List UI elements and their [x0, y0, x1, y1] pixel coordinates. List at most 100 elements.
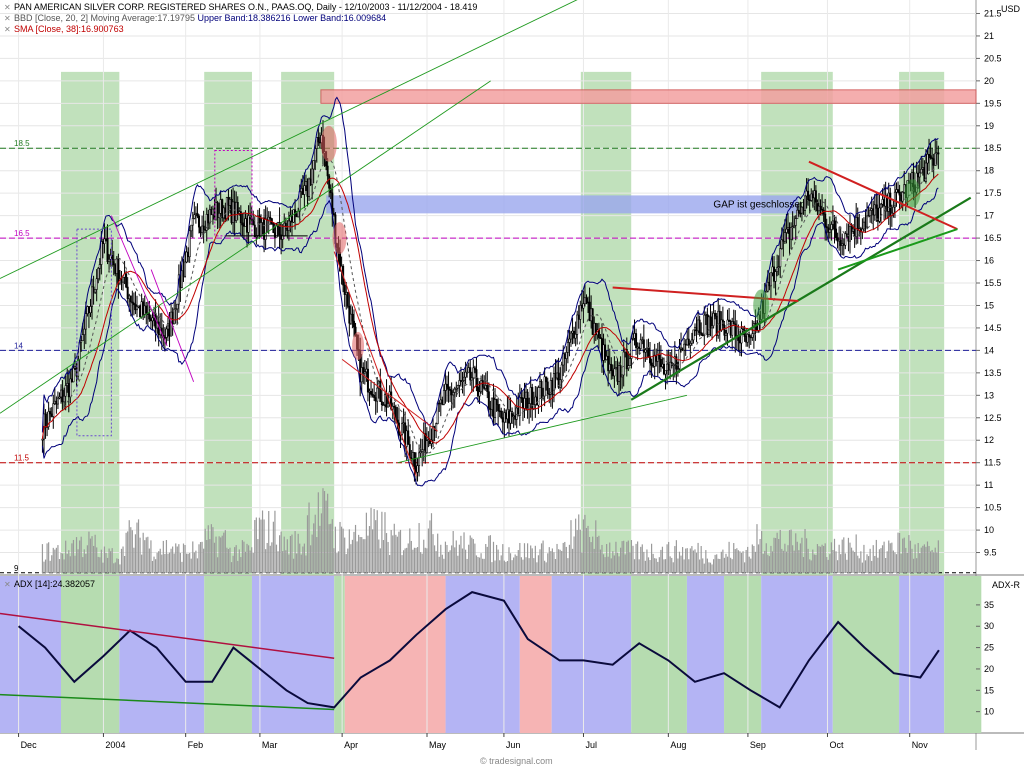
candle-body: [738, 340, 741, 344]
candle-body: [642, 339, 645, 353]
candle-body: [125, 273, 128, 288]
candle-body: [236, 202, 239, 214]
candle-body: [478, 391, 481, 397]
price-tick-label: 17.5: [984, 188, 1002, 198]
candle-body: [227, 197, 230, 206]
candle-body: [676, 368, 679, 370]
candle-body: [467, 367, 470, 373]
candle-body: [487, 391, 490, 409]
candle-body: [193, 214, 196, 219]
date-tick-label: Jun: [506, 740, 521, 750]
candle-body: [618, 365, 621, 382]
candle-body: [745, 336, 748, 343]
candle-body: [831, 220, 834, 225]
candle-body: [137, 305, 140, 308]
candle-body: [825, 226, 828, 229]
candle-body: [638, 346, 641, 349]
date-tick-label: Aug: [670, 740, 686, 750]
close-icon[interactable]: ✕: [4, 14, 11, 23]
candle-body: [168, 323, 171, 337]
candle-body: [776, 267, 779, 272]
candle-body: [246, 218, 249, 233]
close-icon[interactable]: ✕: [4, 25, 11, 34]
candle-body: [700, 332, 703, 335]
candle-body: [683, 343, 686, 351]
pattern-line-a: [110, 215, 168, 347]
resistance-zone: [320, 89, 977, 104]
candle-body: [723, 324, 726, 336]
candle-body: [889, 192, 892, 217]
wedge-upper-line: [808, 160, 958, 231]
candle-body: [777, 266, 780, 269]
candle-body: [129, 295, 132, 303]
candle-body: [921, 167, 924, 170]
close-icon[interactable]: ✕: [4, 3, 11, 12]
candle-body: [374, 397, 377, 402]
candle-body: [391, 406, 394, 410]
candle-body: [256, 215, 259, 236]
candle-body: [413, 452, 416, 467]
candle-body: [492, 397, 495, 418]
candle-body: [244, 218, 247, 227]
candle-body: [143, 305, 146, 315]
candle-body: [565, 352, 568, 359]
highlight-ellipse: [332, 222, 347, 255]
candle-body: [63, 395, 66, 403]
candle-body: [345, 292, 348, 295]
candle-body: [636, 346, 639, 349]
candle-body: [473, 367, 476, 370]
candle-body: [145, 305, 148, 314]
candle-body: [230, 198, 233, 223]
candle-body: [202, 225, 205, 230]
price-tick-label: 20: [984, 76, 994, 86]
candle-body: [445, 383, 448, 388]
candle-body: [800, 206, 803, 214]
candle-body: [452, 392, 455, 396]
candle-body: [383, 394, 386, 406]
adx-legend: ✕ ADX [14]:24.382057: [4, 579, 95, 590]
candle-body: [184, 261, 187, 277]
adx-tick-label: 35: [984, 600, 994, 610]
candle-body: [697, 319, 700, 332]
candle-body: [704, 314, 707, 316]
candle-body: [852, 228, 855, 232]
candle-body: [259, 222, 262, 237]
candle-body: [132, 302, 135, 305]
candle-body: [142, 301, 145, 315]
candle-body: [873, 204, 876, 216]
candle-body: [435, 423, 438, 432]
candle-body: [185, 251, 188, 263]
candle-body: [579, 304, 582, 320]
trend-zone-green: [580, 71, 632, 575]
candle-body: [97, 268, 100, 280]
candle-body: [151, 317, 154, 322]
candle-body: [373, 395, 376, 398]
candle-body: [86, 306, 89, 315]
candle-body: [766, 281, 769, 292]
candle-body: [180, 270, 183, 288]
close-icon[interactable]: ✕: [4, 580, 11, 589]
candle-body: [591, 308, 594, 335]
candle-body: [486, 385, 489, 393]
candle-body: [208, 209, 211, 224]
candle-body: [604, 344, 607, 360]
candle-body: [463, 376, 466, 381]
date-tick-label: Nov: [912, 740, 929, 750]
channel-upper-line: [0, 0, 578, 279]
candle-body: [115, 258, 118, 274]
candle-body: [284, 222, 287, 229]
adx-tick-label: 20: [984, 664, 994, 674]
candle-body: [201, 225, 204, 234]
candle-body: [306, 181, 309, 197]
adx-line: [17, 591, 940, 709]
candle-body: [593, 322, 596, 335]
sma-text: SMA [Close, 38]:16.900763: [14, 24, 124, 34]
candle-body: [475, 369, 478, 388]
candle-body: [171, 311, 174, 325]
candle-body: [49, 411, 52, 415]
candle-body: [680, 347, 683, 350]
candle-body: [600, 338, 603, 361]
level-label: 18.5: [14, 139, 30, 148]
candle-body: [807, 190, 810, 201]
